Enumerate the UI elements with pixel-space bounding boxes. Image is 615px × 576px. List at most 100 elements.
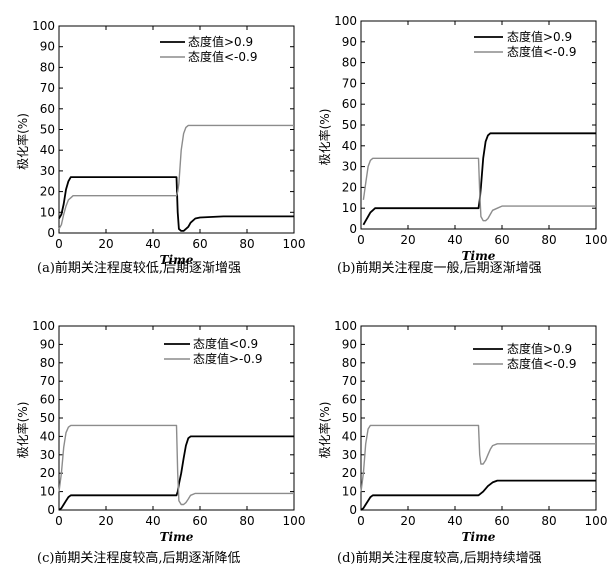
y-tick-label: 60 — [40, 102, 55, 116]
x-tick-label: 20 — [98, 237, 113, 251]
x-tick-label: 40 — [145, 237, 160, 251]
x-tick-label: 60 — [192, 514, 207, 528]
y-tick-label: 50 — [40, 123, 55, 137]
x-tick-label: 80 — [541, 514, 556, 528]
x-tick-label: 100 — [283, 514, 306, 528]
y-tick-label: 60 — [40, 393, 55, 407]
panel-caption: (b)前期关注程度一般,后期逐渐增强 — [337, 260, 542, 276]
y-tick-label: 50 — [342, 118, 357, 132]
panel-caption: (a)前期关注程度较低,后期逐渐增强 — [37, 260, 241, 276]
legend-label-2: 态度值<-0.9 — [507, 44, 576, 59]
y-tick-label: 10 — [40, 205, 55, 219]
y-tick-label: 20 — [342, 180, 357, 194]
legend-label-2: 态度值>-0.9 — [193, 351, 262, 366]
y-tick-label: 10 — [342, 485, 357, 499]
x-tick-label: 100 — [585, 233, 608, 247]
y-tick-label: 40 — [342, 429, 357, 443]
x-tick-label: 0 — [55, 514, 63, 528]
x-tick-label: 20 — [400, 233, 415, 247]
y-tick-label: 30 — [40, 448, 55, 462]
y-tick-label: 10 — [342, 201, 357, 215]
y-tick-label: 100 — [334, 319, 357, 333]
x-tick-label: 40 — [447, 233, 462, 247]
y-tick-label: 20 — [40, 185, 55, 199]
y-tick-label: 70 — [40, 374, 55, 388]
y-tick-label: 70 — [40, 81, 55, 95]
chart-panel-a: 0 10 20 30 40 50 60 70 80 90 100 0 20 40 60 80 100 Time 极化… — [15, 19, 305, 276]
y-tick-label: 0 — [47, 503, 55, 517]
y-tick-label: 50 — [342, 411, 357, 425]
y-tick-label: 90 — [40, 40, 55, 54]
y-tick-label: 70 — [342, 76, 357, 90]
y-tick-label: 20 — [342, 466, 357, 480]
series-line-2 — [58, 124, 294, 230]
x-tick-label: 20 — [400, 514, 415, 528]
series-line-1 — [58, 176, 294, 232]
x-tick-label: 80 — [239, 514, 254, 528]
series-line-1 — [58, 435, 294, 511]
series-line-2 — [362, 157, 596, 222]
y-tick-label: 80 — [342, 56, 357, 70]
y-tick-label: 30 — [342, 448, 357, 462]
x-tick-label: 40 — [145, 514, 160, 528]
chart-panel-d: 0 10 20 30 40 50 60 70 80 90 100 0 20 40 60 80 100 Time 极化… — [317, 319, 607, 566]
y-axis-label: 极化率(%) — [317, 402, 332, 459]
panel-caption: (c)前期关注程度较高,后期逐渐降低 — [37, 550, 241, 566]
x-axis-label: Time — [462, 249, 496, 263]
series-line-2 — [58, 424, 294, 506]
y-tick-label: 30 — [342, 160, 357, 174]
legend-label-1: 态度值>0.9 — [188, 34, 253, 49]
series-line-1 — [360, 479, 596, 511]
y-tick-label: 80 — [342, 356, 357, 370]
y-tick-label: 90 — [342, 337, 357, 351]
y-tick-label: 70 — [342, 374, 357, 388]
y-tick-label: 60 — [342, 393, 357, 407]
x-axis-label: Time — [462, 530, 496, 544]
y-tick-label: 0 — [349, 503, 357, 517]
legend-label-1: 态度值>0.9 — [507, 29, 572, 44]
y-tick-label: 10 — [40, 485, 55, 499]
y-tick-label: 40 — [342, 139, 357, 153]
x-tick-label: 80 — [239, 237, 254, 251]
x-tick-label: 40 — [447, 514, 462, 528]
y-tick-label: 80 — [40, 60, 55, 74]
y-tick-label: 100 — [32, 319, 55, 333]
y-tick-label: 40 — [40, 143, 55, 157]
y-tick-label: 60 — [342, 97, 357, 111]
y-tick-label: 90 — [342, 35, 357, 49]
chart-panel-c: 0 10 20 30 40 50 60 70 80 90 100 0 20 40 60 80 100 Time 极化… — [15, 319, 305, 566]
legend-label-1: 态度值<0.9 — [193, 336, 258, 351]
y-tick-label: 40 — [40, 429, 55, 443]
x-tick-label: 60 — [494, 514, 509, 528]
x-tick-label: 100 — [283, 237, 306, 251]
x-tick-label: 0 — [357, 514, 365, 528]
y-axis-label: 极化率(%) — [15, 402, 30, 459]
legend-label-1: 态度值>0.9 — [507, 341, 572, 356]
y-axis-label: 极化率(%) — [15, 113, 30, 170]
y-tick-label: 0 — [349, 222, 357, 236]
x-tick-label: 80 — [541, 233, 556, 247]
legend-label-2: 态度值<-0.9 — [507, 356, 576, 371]
x-tick-label: 60 — [192, 237, 207, 251]
panel-caption: (d)前期关注程度较高,后期持续增强 — [337, 550, 542, 566]
x-tick-label: 100 — [585, 514, 608, 528]
y-tick-label: 20 — [40, 466, 55, 480]
y-tick-label: 90 — [40, 337, 55, 351]
x-tick-label: 0 — [357, 233, 365, 247]
y-tick-label: 50 — [40, 411, 55, 425]
x-tick-label: 60 — [494, 233, 509, 247]
x-axis-label: Time — [160, 253, 194, 267]
y-tick-label: 30 — [40, 164, 55, 178]
legend-label-2: 态度值<-0.9 — [188, 49, 257, 64]
y-tick-label: 100 — [334, 14, 357, 28]
y-tick-label: 0 — [47, 226, 55, 240]
y-tick-label: 80 — [40, 356, 55, 370]
y-tick-label: 100 — [32, 19, 55, 33]
series-line-2 — [360, 424, 596, 492]
x-axis-label: Time — [160, 530, 194, 544]
